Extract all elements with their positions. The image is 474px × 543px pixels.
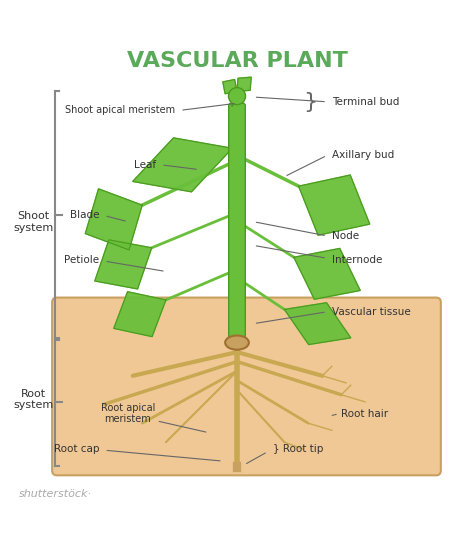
Polygon shape (114, 292, 166, 337)
Text: Blade: Blade (70, 210, 100, 219)
Polygon shape (237, 77, 251, 91)
FancyBboxPatch shape (52, 298, 441, 475)
Text: Terminal bud: Terminal bud (332, 97, 399, 107)
Circle shape (228, 87, 246, 105)
Polygon shape (284, 303, 351, 345)
Text: VASCULAR PLANT: VASCULAR PLANT (127, 51, 347, 71)
Text: Root hair: Root hair (341, 409, 388, 419)
Text: Root
system: Root system (13, 389, 53, 411)
Text: Internode: Internode (332, 255, 382, 264)
Polygon shape (133, 138, 232, 192)
Text: Petiole: Petiole (64, 255, 100, 264)
Ellipse shape (225, 336, 249, 350)
Text: shutterstöck·: shutterstöck· (19, 489, 92, 499)
Text: Vascular tissue: Vascular tissue (332, 307, 410, 317)
Text: Leaf: Leaf (134, 160, 156, 170)
Text: Root apical
meristem: Root apical meristem (101, 403, 155, 425)
Polygon shape (95, 240, 152, 289)
Text: }: } (303, 92, 318, 112)
Polygon shape (299, 175, 370, 235)
Polygon shape (294, 249, 360, 299)
Polygon shape (85, 189, 142, 250)
Text: Shoot
system: Shoot system (13, 211, 53, 232)
Text: Node: Node (332, 231, 359, 241)
Polygon shape (223, 79, 237, 94)
Text: Axillary bud: Axillary bud (332, 150, 394, 160)
FancyBboxPatch shape (228, 103, 246, 345)
Text: Shoot apical meristem: Shoot apical meristem (65, 105, 175, 115)
Text: Root cap: Root cap (54, 444, 100, 454)
Text: } Root tip: } Root tip (273, 444, 323, 454)
